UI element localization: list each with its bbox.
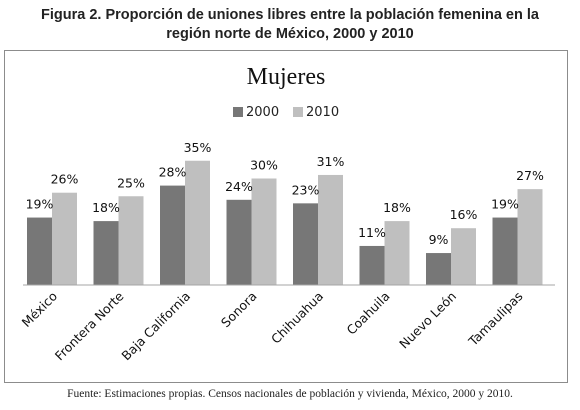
source-note: Fuente: Estimaciones propias. Censos nac… <box>67 388 513 400</box>
data-label-2000-0: 19% <box>26 197 54 212</box>
bar-2000-4 <box>293 203 318 285</box>
chart-frame: Mujeres 2000 2010 19% 26% 18% 25% 28% 35% 24% 30… <box>4 50 568 383</box>
data-label-2010-4: 31% <box>317 154 345 169</box>
data-label-2010-3: 30% <box>250 158 278 173</box>
data-label-2010-6: 16% <box>450 207 478 222</box>
data-label-2000-1: 18% <box>92 200 120 215</box>
data-label-2000-4: 23% <box>292 182 320 197</box>
bar-2000-7 <box>492 217 518 285</box>
bar-2000-0 <box>27 217 52 285</box>
legend-swatch-2000 <box>233 107 243 117</box>
data-label-2000-2: 28% <box>159 165 187 180</box>
bar-2010-1 <box>118 196 144 285</box>
x-tick-label-1: Frontera Norte <box>52 288 127 363</box>
x-tick-label-3: Sonora <box>218 289 260 331</box>
bar-2010-6 <box>451 228 476 285</box>
bar-2000-3 <box>226 199 252 285</box>
chart-legend: 2000 2010 <box>233 105 339 120</box>
legend-swatch-2010 <box>293 107 303 117</box>
data-label-2000-6: 9% <box>429 232 449 247</box>
data-label-2010-0: 26% <box>51 172 79 187</box>
bar-2010-3 <box>251 178 277 285</box>
x-tick-label-0: México <box>19 289 60 330</box>
bar-2010-4 <box>318 174 343 285</box>
x-tick-label-6: Nuevo León <box>396 289 459 352</box>
data-label-2010-2: 35% <box>184 140 212 155</box>
bar-2010-5 <box>384 221 410 285</box>
bar-2010-7 <box>517 189 543 285</box>
data-label-2010-5: 18% <box>383 200 411 215</box>
data-label-2010-1: 25% <box>117 175 145 190</box>
legend-label-2010: 2010 <box>306 105 339 120</box>
bar-2000-5 <box>359 245 385 285</box>
legend-label-2000: 2000 <box>246 105 279 120</box>
bar-2010-0 <box>52 192 77 285</box>
x-tick-label-7: Tamaulipas <box>465 289 526 350</box>
figure-title-line1: Figura 2. Proporción de uniones libres e… <box>41 7 539 23</box>
data-labels-group: 19% 26% 18% 25% 28% 35% 24% 30% 23% 31% 11% 18% 9%16… <box>26 140 544 247</box>
data-label-2000-3: 24% <box>225 179 253 194</box>
x-tick-label-5: Coahuila <box>343 289 392 338</box>
data-label-2000-5: 11% <box>358 225 386 240</box>
x-tick-label-4: Chihuahua <box>268 289 326 347</box>
bar-2010-2 <box>185 160 210 285</box>
bar-2000-2 <box>160 185 185 285</box>
x-tick-label-2: Baja California <box>118 289 193 364</box>
data-label-2010-7: 27% <box>516 168 544 183</box>
figure-title: Figura 2. Proporción de uniones libres e… <box>0 6 580 44</box>
bar-2000-6 <box>426 253 451 285</box>
bar-2000-1 <box>93 221 119 285</box>
bars-group <box>27 160 543 285</box>
figure-title-line2: región norte de México, 2000 y 2010 <box>166 26 414 42</box>
chart-title: Mujeres <box>247 64 326 90</box>
data-label-2000-7: 19% <box>491 197 519 212</box>
bar-chart: Mujeres 2000 2010 19% 26% 18% 25% 28% 35% 24% 30… <box>19 64 555 363</box>
